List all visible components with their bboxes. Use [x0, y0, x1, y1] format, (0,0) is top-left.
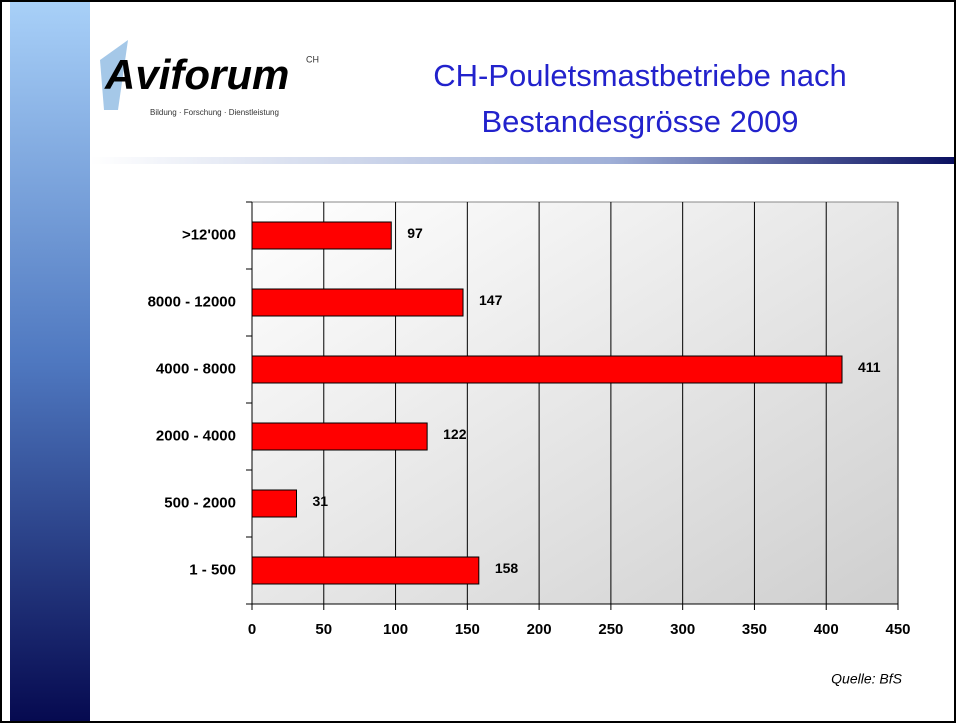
- x-tick-label: 400: [814, 621, 839, 638]
- y-tick-label: 2000 - 4000: [156, 427, 236, 444]
- data-label: 158: [495, 560, 519, 576]
- header-rule: [90, 157, 954, 164]
- bar: [251, 288, 464, 317]
- bar: [251, 355, 843, 384]
- logo-mark: CH: [306, 54, 319, 64]
- bar: [251, 556, 480, 585]
- bar: [251, 489, 298, 518]
- data-label: 411: [858, 359, 881, 375]
- bar: [251, 221, 392, 250]
- y-tick-label: 4000 - 8000: [156, 360, 236, 377]
- x-tick-label: 300: [670, 621, 695, 638]
- source-note: Quelle: BfS: [831, 671, 902, 687]
- x-tick-label: 100: [383, 621, 408, 638]
- chart-title: Bestandesgrösse 2009: [481, 104, 798, 139]
- data-label: 147: [479, 292, 503, 308]
- x-tick-label: 0: [248, 621, 256, 638]
- data-label: 31: [313, 493, 329, 509]
- plot-area: [251, 201, 899, 605]
- data-label: 122: [443, 426, 467, 442]
- x-tick-label: 200: [527, 621, 552, 638]
- logo-tagline: Bildung · Forschung · Dienstleistung: [150, 108, 279, 117]
- logo-name: Aviforum: [104, 51, 289, 98]
- y-tick-label: 500 - 2000: [164, 494, 236, 511]
- x-tick-label: 150: [455, 621, 480, 638]
- x-tick-label: 250: [598, 621, 623, 638]
- y-tick-label: >12'000: [182, 226, 236, 243]
- side-bar: [10, 2, 90, 721]
- x-tick-label: 350: [742, 621, 767, 638]
- x-tick-label: 450: [885, 621, 910, 638]
- y-tick-label: 8000 - 12000: [148, 293, 236, 310]
- data-label: 97: [407, 225, 423, 241]
- x-tick-label: 50: [315, 621, 332, 638]
- chart-title: CH-Pouletsmastbetriebe nach: [433, 58, 847, 93]
- y-tick-label: 1 - 500: [189, 561, 236, 578]
- logo-swoosh: [100, 40, 128, 110]
- bar: [251, 422, 428, 451]
